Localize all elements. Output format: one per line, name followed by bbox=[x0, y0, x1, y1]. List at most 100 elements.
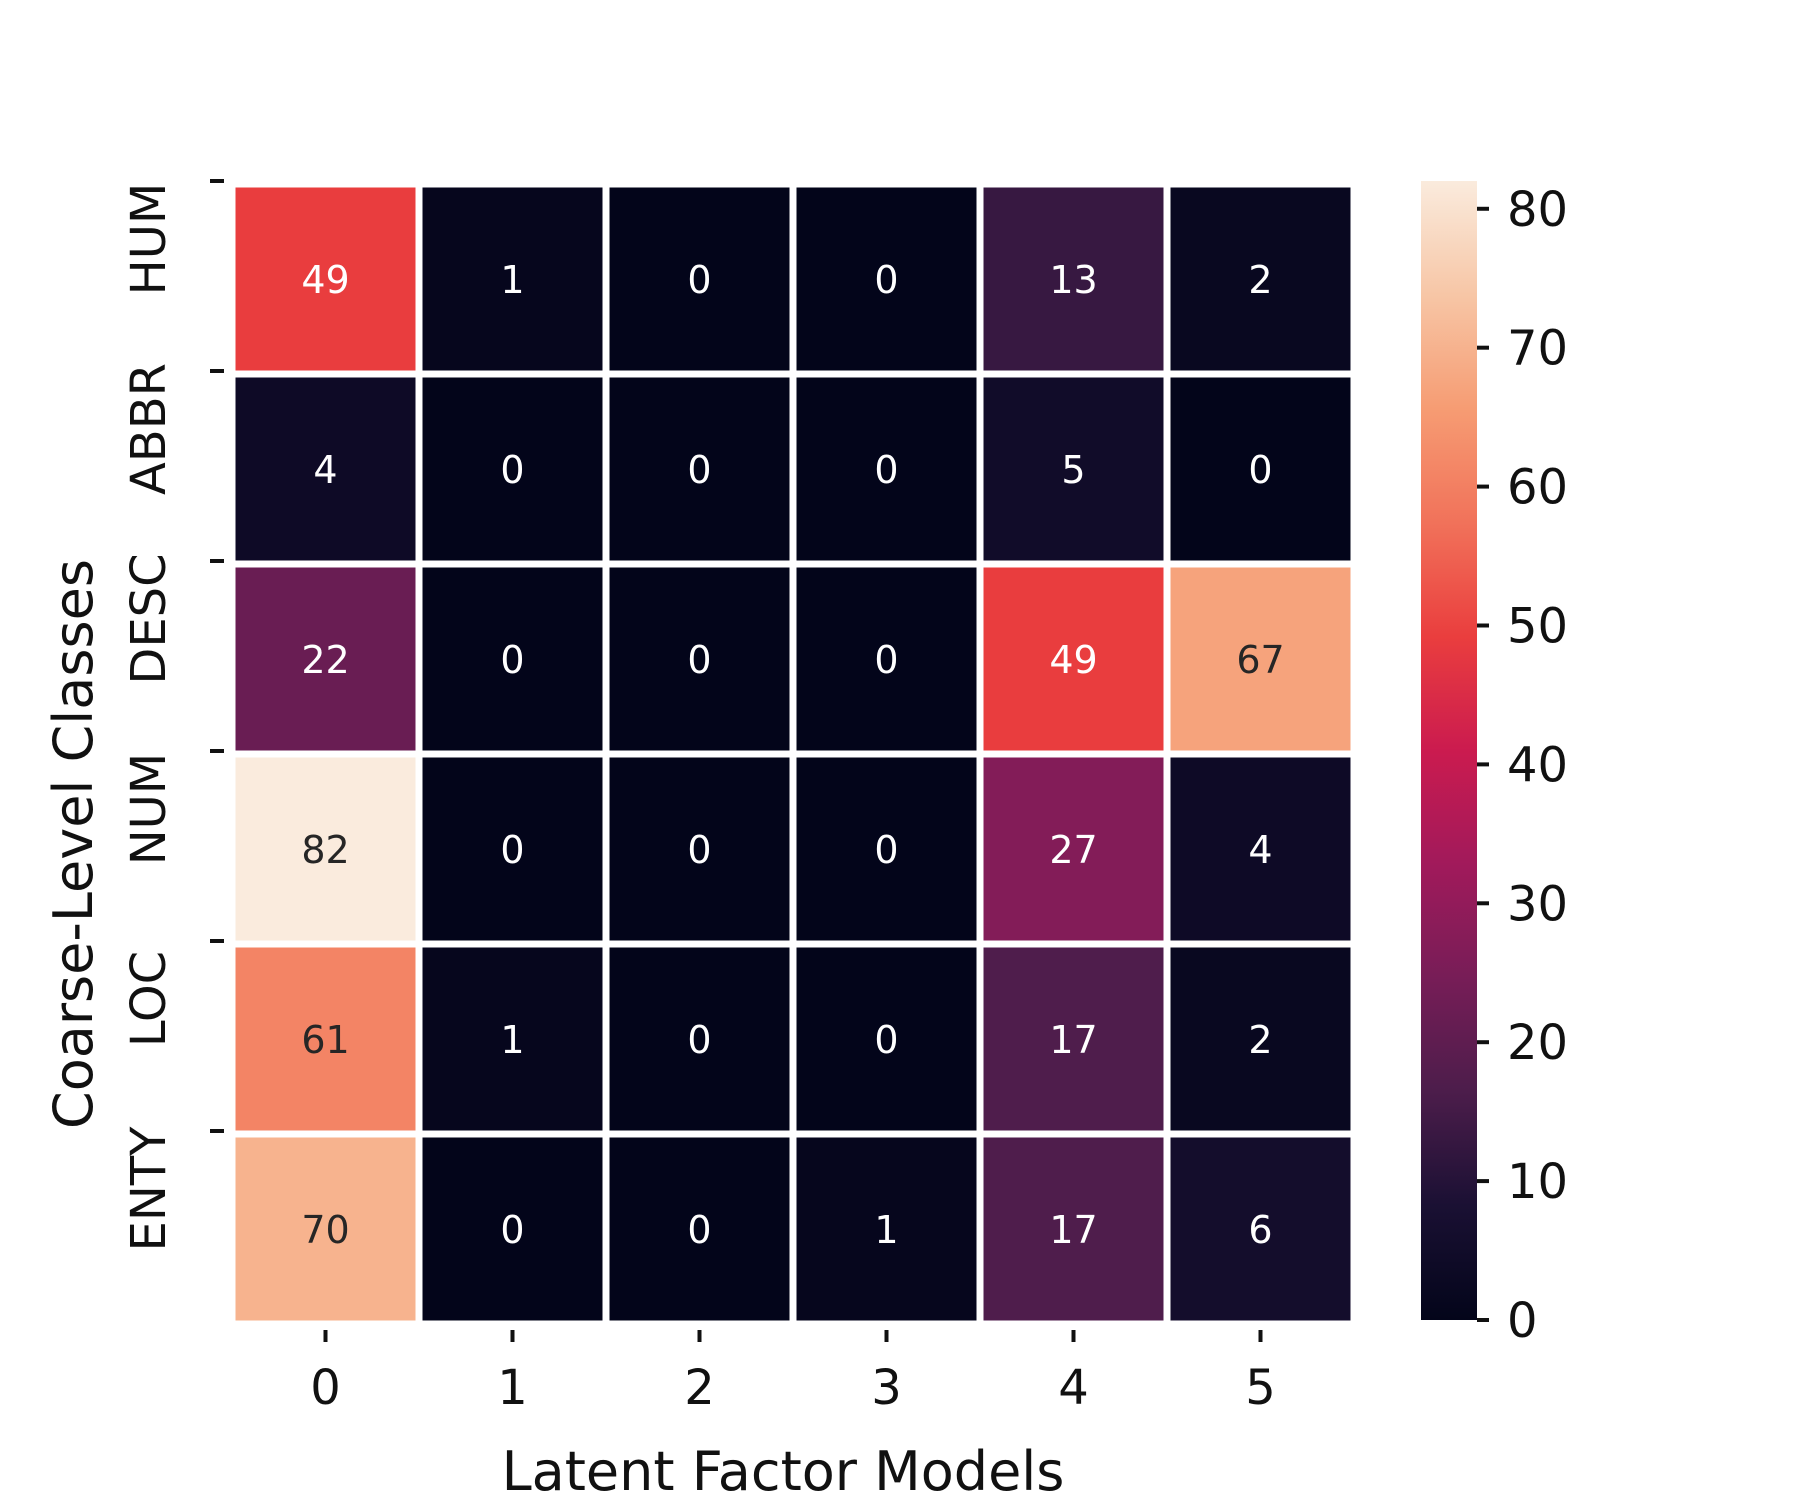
heatmap-cell bbox=[796, 1137, 977, 1321]
cell-value-label: 0 bbox=[1248, 448, 1272, 492]
cell-value-label: 70 bbox=[301, 1208, 349, 1252]
x-tick-label: 3 bbox=[871, 1360, 902, 1416]
colorbar-tick-label: 30 bbox=[1507, 876, 1568, 932]
heatmap-cell bbox=[796, 187, 977, 371]
heatmap-cell bbox=[983, 1137, 1164, 1321]
heatmap-cell bbox=[983, 187, 1164, 371]
x-axis-label: Latent Factor Models bbox=[502, 1440, 1065, 1500]
heatmap-cell bbox=[1170, 757, 1351, 941]
cell-value-label: 0 bbox=[687, 258, 711, 302]
heatmap-cell bbox=[796, 757, 977, 941]
cell-value-label: 0 bbox=[687, 448, 711, 492]
cell-value-label: 13 bbox=[1049, 258, 1097, 302]
colorbar-tick-label: 20 bbox=[1507, 1015, 1568, 1071]
heatmap-cell bbox=[422, 377, 603, 561]
heatmap-cell bbox=[796, 947, 977, 1131]
y-tick-label: DESC bbox=[121, 553, 177, 684]
cell-value-label: 49 bbox=[1049, 638, 1097, 682]
heatmap-cell bbox=[422, 567, 603, 751]
heatmap-cells: 49 1 0 0 13 2 4 0 0 0 5 0 22 0 0 0 49 67 82 0 0 0 27 4 61 1 0 0 17 2 7… bbox=[235, 187, 1351, 1321]
heatmap-cell bbox=[609, 757, 790, 941]
x-tick-label: 1 bbox=[497, 1360, 528, 1416]
heatmap-cell bbox=[609, 187, 790, 371]
cell-value-label: 27 bbox=[1049, 828, 1097, 872]
y-tick-label: HUM bbox=[121, 183, 177, 296]
colorbar-tick-label: 80 bbox=[1507, 182, 1568, 238]
cell-value-label: 0 bbox=[687, 1208, 711, 1252]
heatmap-cell bbox=[796, 377, 977, 561]
cell-value-label: 17 bbox=[1049, 1018, 1097, 1062]
heatmap-cell bbox=[422, 947, 603, 1131]
cell-value-label: 4 bbox=[1248, 828, 1272, 872]
cell-value-label: 0 bbox=[874, 828, 898, 872]
cell-value-label: 1 bbox=[500, 258, 524, 302]
cell-value-label: 22 bbox=[301, 638, 349, 682]
cell-value-label: 0 bbox=[687, 828, 711, 872]
cell-value-label: 4 bbox=[313, 448, 337, 492]
cell-value-label: 0 bbox=[874, 638, 898, 682]
heatmap-cell bbox=[235, 757, 416, 941]
heatmap-cell bbox=[1170, 377, 1351, 561]
heatmap-cell bbox=[983, 947, 1164, 1131]
cell-value-label: 0 bbox=[500, 448, 524, 492]
heatmap-cell bbox=[983, 377, 1164, 561]
x-tick-label: 4 bbox=[1058, 1360, 1089, 1416]
colorbar-tick-label: 10 bbox=[1507, 1154, 1568, 1210]
y-axis-label: Coarse-Level Classes bbox=[42, 559, 105, 1129]
heatmap-cell bbox=[609, 947, 790, 1131]
cell-value-label: 0 bbox=[687, 638, 711, 682]
heatmap-cell bbox=[235, 1137, 416, 1321]
cell-value-label: 17 bbox=[1049, 1208, 1097, 1252]
cell-value-label: 2 bbox=[1248, 1018, 1272, 1062]
heatmap-cell bbox=[609, 1137, 790, 1321]
heatmap-cell bbox=[235, 947, 416, 1131]
heatmap-cell bbox=[422, 187, 603, 371]
heatmap-cell bbox=[609, 377, 790, 561]
heatmap-cell bbox=[1170, 567, 1351, 751]
heatmap-cell bbox=[422, 757, 603, 941]
y-axis-ticks: HUM ABBR DESC NUM LOC ENTY bbox=[121, 179, 224, 1252]
heatmap-cell bbox=[983, 757, 1164, 941]
colorbar-tick-label: 40 bbox=[1507, 737, 1568, 793]
y-tick-label: NUM bbox=[121, 753, 177, 865]
y-tick-label: ENTY bbox=[121, 1126, 177, 1252]
x-axis-ticks: 0 1 2 3 4 5 bbox=[310, 1330, 1276, 1416]
cell-value-label: 6 bbox=[1248, 1208, 1272, 1252]
cell-value-label: 67 bbox=[1236, 638, 1284, 682]
cell-value-label: 1 bbox=[500, 1018, 524, 1062]
cell-value-label: 0 bbox=[500, 638, 524, 682]
heatmap-cell bbox=[609, 567, 790, 751]
cell-value-label: 0 bbox=[874, 448, 898, 492]
heatmap-cell bbox=[235, 187, 416, 371]
heatmap-cell bbox=[235, 377, 416, 561]
cell-value-label: 0 bbox=[874, 258, 898, 302]
heatmap-cell bbox=[235, 567, 416, 751]
cell-value-label: 61 bbox=[301, 1018, 349, 1062]
heatmap-cell bbox=[1170, 187, 1351, 371]
x-tick-label: 2 bbox=[684, 1360, 715, 1416]
colorbar-tick-label: 50 bbox=[1507, 598, 1568, 654]
heatmap-cell bbox=[422, 1137, 603, 1321]
cell-value-label: 0 bbox=[874, 1018, 898, 1062]
heatmap-cell bbox=[983, 567, 1164, 751]
x-tick-label: 0 bbox=[310, 1360, 341, 1416]
cell-value-label: 2 bbox=[1248, 258, 1272, 302]
colorbar: 0 10 20 30 40 50 60 70 80 bbox=[1421, 181, 1568, 1349]
cell-value-label: 0 bbox=[687, 1018, 711, 1062]
colorbar-tick-label: 70 bbox=[1507, 321, 1568, 377]
cell-value-label: 0 bbox=[500, 828, 524, 872]
cell-value-label: 82 bbox=[301, 828, 349, 872]
cell-value-label: 0 bbox=[500, 1208, 524, 1252]
y-tick-label: LOC bbox=[121, 951, 177, 1047]
colorbar-tick-label: 0 bbox=[1507, 1293, 1538, 1349]
heatmap-cell bbox=[796, 567, 977, 751]
colorbar-gradient bbox=[1421, 181, 1477, 1320]
cell-value-label: 5 bbox=[1061, 448, 1085, 492]
colorbar-tick-label: 60 bbox=[1507, 460, 1568, 516]
cell-value-label: 49 bbox=[301, 258, 349, 302]
x-tick-label: 5 bbox=[1245, 1360, 1276, 1416]
heatmap-cell bbox=[1170, 1137, 1351, 1321]
heatmap-cell bbox=[1170, 947, 1351, 1131]
